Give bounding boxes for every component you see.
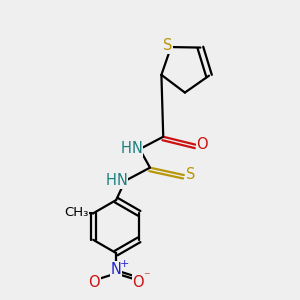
Text: S: S: [163, 38, 172, 53]
Text: H: H: [121, 141, 132, 156]
Text: N: N: [117, 173, 128, 188]
Text: N: N: [111, 262, 122, 277]
Text: ⁻: ⁻: [143, 271, 150, 284]
Text: O: O: [132, 275, 144, 290]
Text: N: N: [131, 141, 142, 156]
Text: S: S: [186, 167, 195, 182]
Text: O: O: [196, 136, 208, 152]
Text: +: +: [120, 259, 129, 269]
Text: O: O: [88, 275, 100, 290]
Text: H: H: [105, 173, 116, 188]
Text: CH₃: CH₃: [64, 206, 88, 219]
